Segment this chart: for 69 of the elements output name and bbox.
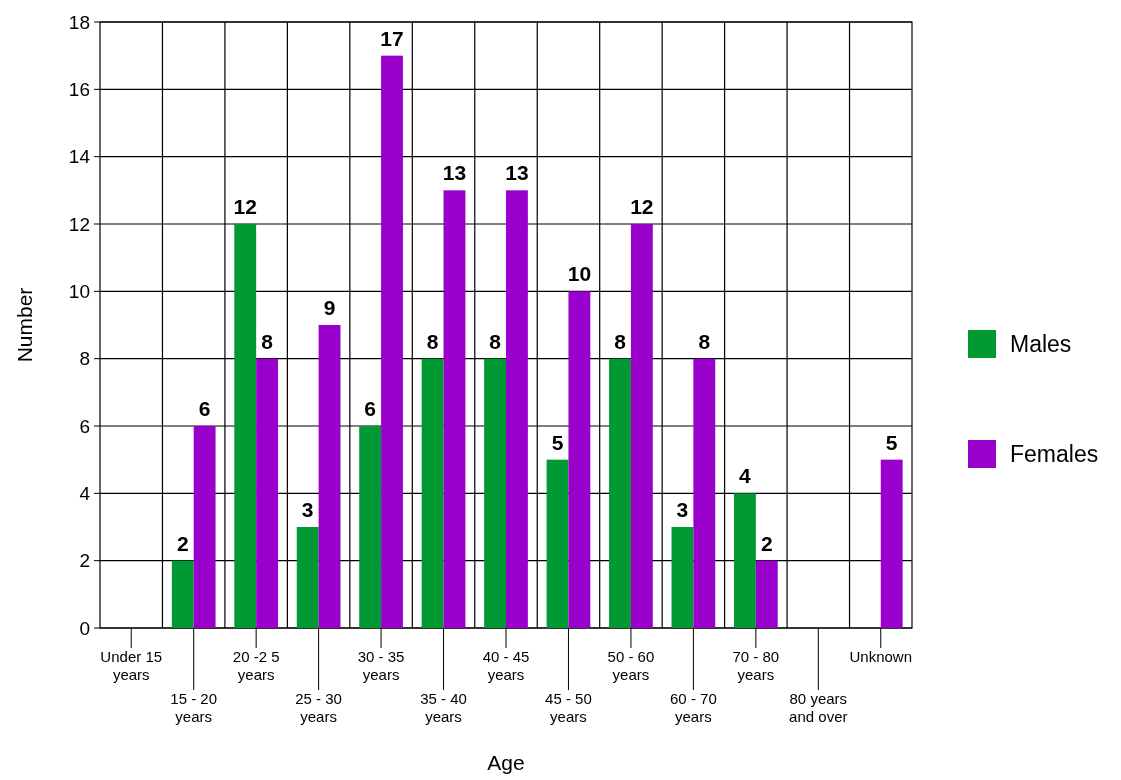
- bar: [421, 358, 444, 628]
- bar: [171, 560, 194, 628]
- bar: [609, 358, 631, 628]
- y-tick-label: 4: [79, 482, 91, 504]
- y-tick-label: 16: [68, 78, 90, 100]
- data-label: 13: [442, 161, 467, 185]
- data-label: 3: [301, 498, 314, 521]
- y-tick-label: 8: [79, 348, 90, 370]
- bar: [546, 459, 569, 628]
- bar: [359, 426, 382, 628]
- bar: [443, 190, 466, 628]
- x-tick-label: Under 15 years: [100, 648, 163, 683]
- bar: [733, 493, 756, 628]
- bar: [880, 459, 903, 628]
- data-label: 6: [364, 397, 376, 420]
- data-label: 5: [551, 430, 564, 454]
- data-label: 10: [567, 262, 592, 286]
- bar: [506, 190, 528, 628]
- x-tick-label: 70 - 80 years: [732, 648, 780, 683]
- y-tick-label: 6: [79, 415, 90, 437]
- data-label: 12: [630, 195, 654, 218]
- x-tick-label: 50 - 60 years: [607, 648, 655, 683]
- bar: [256, 358, 279, 628]
- x-axis-title: Age: [487, 751, 525, 774]
- data-label: 3: [676, 498, 689, 521]
- x-tick-label: 25 - 30 years: [295, 690, 342, 725]
- bar: [568, 291, 591, 628]
- bar: [484, 358, 506, 628]
- bar: [693, 358, 716, 628]
- data-label: 4: [739, 464, 752, 488]
- data-label: 9: [323, 296, 336, 319]
- x-tick-label: 60 - 70 years: [670, 690, 717, 725]
- y-tick-label: 2: [79, 550, 90, 572]
- legend-label: Females: [1010, 441, 1099, 468]
- x-tick-label: 80 years and over: [789, 690, 848, 725]
- y-tick-label: 12: [68, 213, 90, 235]
- x-tick-label: Unknown: [849, 648, 913, 665]
- x-tick-label: 30 - 35 years: [357, 648, 405, 683]
- data-label: 8: [489, 329, 502, 353]
- data-label: 8: [614, 329, 627, 353]
- y-tick-label: 18: [68, 11, 90, 33]
- data-label: 8: [698, 329, 711, 353]
- x-tick-label: 45 - 50 years: [545, 690, 592, 725]
- legend-label: Males: [1010, 331, 1072, 358]
- x-tick-label: 20 -2 5 years: [232, 648, 280, 683]
- y-tick-label: 14: [68, 146, 91, 168]
- bar: [671, 527, 694, 628]
- x-tick-label: 35 - 40 years: [420, 690, 467, 725]
- y-tick-label: 10: [68, 280, 90, 302]
- data-label: 12: [233, 195, 257, 218]
- data-label: 8: [261, 329, 274, 353]
- x-tick-label: 40 - 45 years: [482, 648, 530, 683]
- bar: [755, 560, 778, 628]
- y-axis-title: Number: [13, 287, 36, 363]
- data-label: 2: [176, 531, 189, 555]
- data-label: 2: [760, 531, 773, 555]
- y-tick-label: 0: [79, 617, 90, 639]
- data-label: 8: [426, 329, 439, 353]
- x-tick-label: 15 - 20 years: [170, 690, 218, 725]
- bar: [193, 426, 216, 628]
- bar: [381, 55, 403, 628]
- data-label: 6: [198, 397, 211, 420]
- bar: [630, 224, 653, 628]
- data-label: 5: [885, 430, 898, 454]
- bar: [296, 527, 319, 628]
- bar: [318, 325, 341, 628]
- data-label: 17: [380, 26, 404, 50]
- data-label: 13: [505, 161, 529, 185]
- bar: [234, 224, 257, 628]
